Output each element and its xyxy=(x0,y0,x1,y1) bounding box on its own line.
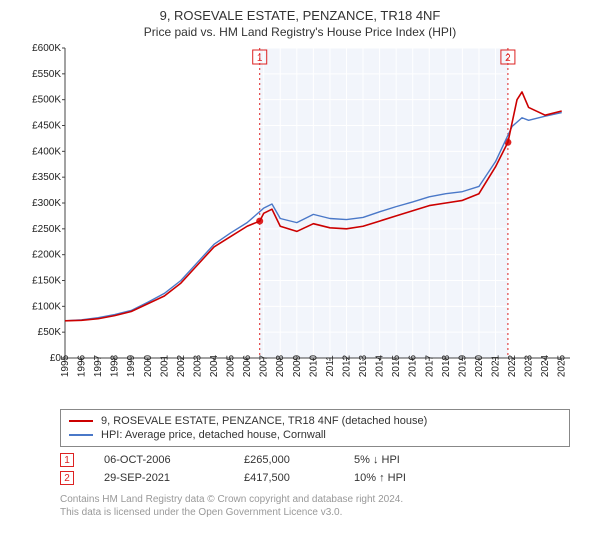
svg-text:2025: 2025 xyxy=(557,354,568,377)
svg-text:£150K: £150K xyxy=(32,276,61,287)
svg-text:2023: 2023 xyxy=(524,354,535,377)
svg-text:£100K: £100K xyxy=(32,301,61,312)
svg-text:2022: 2022 xyxy=(507,354,518,377)
chart-area: £0£50K£100K£150K£200K£250K£300K£350K£400… xyxy=(20,43,580,403)
transaction-row: 1 06-OCT-2006 £265,000 5% ↓ HPI xyxy=(60,451,570,469)
svg-text:£250K: £250K xyxy=(32,224,61,235)
footer-attribution: Contains HM Land Registry data © Crown c… xyxy=(60,493,570,519)
svg-text:1995: 1995 xyxy=(60,354,71,377)
svg-text:2011: 2011 xyxy=(325,355,336,377)
transaction-date: 29-SEP-2021 xyxy=(104,472,214,484)
svg-text:2001: 2001 xyxy=(159,354,170,377)
svg-text:2017: 2017 xyxy=(424,354,435,377)
svg-text:1: 1 xyxy=(257,53,263,64)
svg-text:2006: 2006 xyxy=(242,354,253,377)
transaction-price: £265,000 xyxy=(244,454,324,466)
legend-swatch xyxy=(69,420,93,422)
svg-text:2014: 2014 xyxy=(375,354,386,377)
svg-text:£350K: £350K xyxy=(32,172,61,183)
chart-svg: £0£50K£100K£150K£200K£250K£300K£350K£400… xyxy=(20,43,580,403)
legend-label: HPI: Average price, detached house, Corn… xyxy=(101,429,326,441)
svg-text:2020: 2020 xyxy=(474,354,485,377)
svg-text:2018: 2018 xyxy=(441,354,452,377)
svg-text:2015: 2015 xyxy=(391,354,402,377)
svg-text:2003: 2003 xyxy=(192,354,203,377)
chart-title-address: 9, ROSEVALE ESTATE, PENZANCE, TR18 4NF xyxy=(0,8,600,23)
legend-swatch xyxy=(69,434,93,436)
footer-line: This data is licensed under the Open Gov… xyxy=(60,506,570,519)
title-block: 9, ROSEVALE ESTATE, PENZANCE, TR18 4NF P… xyxy=(0,0,600,43)
svg-text:2002: 2002 xyxy=(176,354,187,377)
svg-text:2009: 2009 xyxy=(292,354,303,377)
transaction-delta: 5% ↓ HPI xyxy=(354,454,400,466)
svg-text:2007: 2007 xyxy=(259,354,270,377)
svg-text:2013: 2013 xyxy=(358,354,369,377)
transaction-marker-icon: 1 xyxy=(60,453,74,467)
svg-text:2010: 2010 xyxy=(308,354,319,377)
svg-text:2012: 2012 xyxy=(341,354,352,377)
svg-text:1996: 1996 xyxy=(77,354,88,377)
svg-text:£400K: £400K xyxy=(32,146,61,157)
svg-text:2024: 2024 xyxy=(540,354,551,377)
svg-text:1998: 1998 xyxy=(110,354,121,377)
legend: 9, ROSEVALE ESTATE, PENZANCE, TR18 4NF (… xyxy=(60,409,570,447)
transaction-price: £417,500 xyxy=(244,472,324,484)
footer-line: Contains HM Land Registry data © Crown c… xyxy=(60,493,570,506)
svg-text:£450K: £450K xyxy=(32,121,61,132)
transaction-delta: 10% ↑ HPI xyxy=(354,472,406,484)
legend-row: 9, ROSEVALE ESTATE, PENZANCE, TR18 4NF (… xyxy=(69,414,561,428)
svg-text:£200K: £200K xyxy=(32,250,61,261)
svg-text:2004: 2004 xyxy=(209,354,220,377)
svg-text:£600K: £600K xyxy=(32,43,61,54)
svg-text:2: 2 xyxy=(505,53,511,64)
svg-text:2019: 2019 xyxy=(457,354,468,377)
svg-text:1997: 1997 xyxy=(93,354,104,377)
svg-text:£500K: £500K xyxy=(32,95,61,106)
chart-subtitle: Price paid vs. HM Land Registry's House … xyxy=(0,25,600,39)
svg-text:£50K: £50K xyxy=(38,327,62,338)
svg-text:£550K: £550K xyxy=(32,69,61,80)
transaction-row: 2 29-SEP-2021 £417,500 10% ↑ HPI xyxy=(60,469,570,487)
transaction-table: 1 06-OCT-2006 £265,000 5% ↓ HPI 2 29-SEP… xyxy=(60,451,570,487)
svg-text:£300K: £300K xyxy=(32,198,61,209)
legend-row: HPI: Average price, detached house, Corn… xyxy=(69,428,561,442)
legend-label: 9, ROSEVALE ESTATE, PENZANCE, TR18 4NF (… xyxy=(101,415,427,427)
figure-container: 9, ROSEVALE ESTATE, PENZANCE, TR18 4NF P… xyxy=(0,0,600,560)
svg-text:2016: 2016 xyxy=(408,354,419,377)
svg-text:2005: 2005 xyxy=(226,354,237,377)
svg-text:2021: 2021 xyxy=(490,354,501,377)
transaction-date: 06-OCT-2006 xyxy=(104,454,214,466)
transaction-marker-icon: 2 xyxy=(60,471,74,485)
svg-text:2008: 2008 xyxy=(275,354,286,377)
svg-text:2000: 2000 xyxy=(143,354,154,377)
svg-text:1999: 1999 xyxy=(126,354,137,377)
